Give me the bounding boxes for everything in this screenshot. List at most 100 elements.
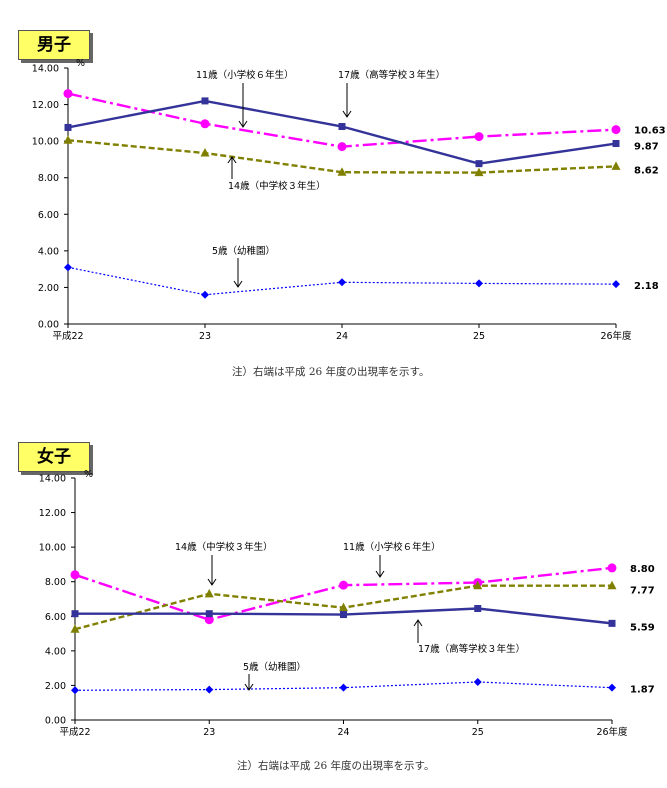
x-tick-label: 24 — [336, 331, 348, 342]
y-tick-label: 10.00 — [32, 137, 59, 148]
x-tick-label: 25 — [473, 331, 485, 342]
chart-title-boys: 男子 — [18, 30, 90, 60]
chart-panel-girls: 女子 0.00 2.00 4.00 6.00 8.00 10.00 12.00 14.00% 平… — [0, 394, 667, 788]
x-tick-label: 平成22 — [52, 330, 83, 342]
data-point — [473, 677, 482, 686]
data-point — [338, 278, 346, 287]
x-tick-label: 23 — [199, 331, 211, 342]
annotation-arrowhead — [244, 683, 254, 691]
data-point — [475, 279, 483, 288]
x-tick-label: 24 — [337, 727, 349, 738]
data-point — [201, 97, 209, 105]
y-unit-label: % — [76, 58, 85, 69]
y-tick-label: 4.00 — [38, 246, 59, 257]
line-chart-girls: 0.00 2.00 4.00 6.00 8.00 10.00 12.00 14.00 % 平成22… — [39, 469, 655, 738]
x-tick-label: 26年度 — [596, 726, 628, 738]
y-tick-label: 4.00 — [45, 646, 66, 657]
y-tick-label: 0.00 — [38, 320, 59, 331]
y-tick-label: 0.00 — [45, 716, 66, 727]
series-line — [67, 99, 617, 165]
data-point — [474, 132, 484, 142]
data-point — [339, 683, 348, 692]
annotation-arrowhead — [227, 156, 237, 164]
series-annotation: 17歳（高等学校３年生） — [418, 643, 525, 655]
data-point — [63, 89, 73, 99]
end-value-label: 5.59 — [630, 622, 655, 633]
data-point — [63, 135, 73, 144]
data-point — [611, 125, 621, 135]
y-tick-label: 14.00 — [32, 64, 59, 75]
x-tick-label: 25 — [472, 727, 484, 738]
end-value-label: 8.80 — [630, 564, 655, 575]
y-tick-label: 2.00 — [38, 283, 59, 294]
line-chart-boys: 0.00 2.00 4.00 6.00 8.00 10.00 12.00 14.00 % 平成22… — [32, 58, 666, 342]
y-tick-label: 6.00 — [45, 612, 66, 623]
end-value-label: 1.87 — [630, 685, 655, 696]
data-point — [608, 619, 616, 627]
x-tick-label: 平成22 — [59, 726, 90, 738]
data-point — [607, 580, 617, 590]
data-point — [608, 683, 616, 692]
end-value-label: 9.87 — [634, 142, 659, 153]
series-annotation: 14歳（中学校３年生） — [228, 180, 326, 192]
data-point — [70, 570, 80, 580]
end-value-label: 7.77 — [630, 586, 655, 597]
end-value-label: 8.62 — [634, 165, 659, 176]
annotation-arrowhead — [233, 280, 243, 288]
data-point — [337, 142, 347, 152]
data-point — [204, 615, 214, 625]
annotation-arrowhead — [375, 570, 385, 578]
end-value-label: 10.63 — [634, 126, 666, 137]
data-point — [64, 123, 72, 131]
annotation-arrowhead — [207, 578, 217, 586]
y-unit-label: % — [84, 469, 93, 480]
x-tick-label: 23 — [203, 727, 215, 738]
y-tick-label: 8.00 — [38, 173, 59, 184]
data-point — [612, 140, 620, 148]
end-value-label: 2.18 — [634, 281, 659, 292]
annotation-arrowhead — [342, 110, 352, 118]
data-point — [64, 263, 72, 272]
data-point — [612, 280, 620, 289]
chart-panel-boys: 男子 0.00 2.00 4.00 6.00 8.00 10.00 12.00 14.00% 平… — [18, 30, 666, 378]
data-point — [474, 605, 482, 613]
y-tick-label: 8.00 — [45, 577, 66, 588]
series-annotation: 17歳（高等学校３年生） — [338, 69, 445, 81]
data-point — [337, 167, 347, 176]
series-annotation: 5歳（幼稚園） — [243, 661, 306, 673]
y-tick-label: 14.00 — [39, 474, 66, 485]
series-annotation: 5歳（幼稚園） — [212, 245, 275, 257]
data-point — [338, 123, 346, 131]
data-point — [200, 119, 210, 129]
data-point — [200, 148, 210, 157]
chart-note-boys: 注）右端は平成 26 年度の出現率を示す。 — [232, 366, 430, 378]
y-tick-label: 6.00 — [38, 210, 59, 221]
data-point — [611, 161, 621, 170]
data-point — [340, 611, 347, 619]
data-point — [70, 624, 80, 633]
series-annotation: 14歳（中学校３年生） — [175, 541, 273, 553]
data-point — [204, 588, 214, 598]
series-line — [67, 92, 617, 148]
data-point — [205, 610, 213, 618]
data-point — [71, 686, 79, 695]
annotation-arrowhead — [413, 619, 423, 627]
data-point — [475, 160, 483, 168]
data-point — [339, 602, 348, 612]
series-annotation: 11歳（小学校６年生） — [196, 69, 294, 81]
y-tick-label: 2.00 — [45, 681, 66, 692]
data-point — [201, 290, 209, 299]
data-point — [474, 167, 484, 177]
annotation-arrowhead — [238, 120, 248, 128]
y-tick-label: 12.00 — [39, 508, 66, 519]
series-annotation: 11歳（小学校６年生） — [343, 541, 441, 553]
data-point — [607, 563, 617, 573]
data-point — [71, 610, 79, 618]
chart-note-girls: 注）右端は平成 26 年度の出現率を示す。 — [237, 760, 435, 772]
y-tick-label: 12.00 — [32, 100, 59, 111]
data-point — [339, 580, 348, 590]
y-tick-label: 10.00 — [39, 543, 66, 554]
data-point — [473, 580, 483, 590]
data-point — [205, 685, 214, 694]
x-tick-label: 26年度 — [600, 330, 632, 342]
